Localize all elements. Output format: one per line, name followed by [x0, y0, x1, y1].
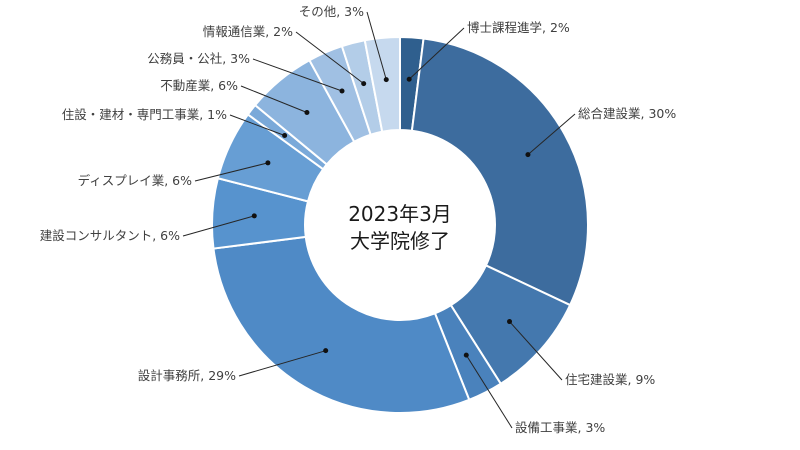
- slice-label: 不動産業, 6%: [160, 78, 238, 93]
- leader-line: [182, 215, 255, 237]
- slice-label: 公務員・公社, 3%: [147, 51, 250, 66]
- slice-labels: 博士課程進学, 2% 総合建設業, 30% 住宅建設業, 9% 設備工事業, 3% 設計…: [40, 4, 677, 435]
- donut-slice: [410, 37, 589, 307]
- slice-label: 博士課程進学, 2%: [467, 20, 570, 35]
- leader-dot: [361, 81, 367, 87]
- leader-line: [408, 27, 465, 80]
- slice-label: 住設・建材・専門工事業, 1%: [62, 107, 227, 122]
- slice-label: 住宅建設業, 9%: [565, 372, 655, 387]
- leader-dot: [339, 88, 345, 94]
- leader-line: [194, 162, 269, 182]
- leader-line: [238, 350, 326, 377]
- leader-dot: [265, 160, 271, 166]
- leader-line: [465, 354, 513, 429]
- donut-slice: [212, 235, 471, 414]
- slice-label: 設計事務所, 29%: [138, 368, 236, 383]
- leader-dot: [507, 319, 513, 325]
- leader-dot: [282, 133, 288, 139]
- slice-label: 総合建設業, 30%: [578, 106, 676, 121]
- slice-label: ディスプレイ業, 6%: [78, 173, 193, 188]
- slice-label: その他, 3%: [299, 4, 364, 19]
- leader-line: [229, 114, 285, 136]
- leader-line: [240, 85, 308, 113]
- leader-dot: [323, 348, 329, 354]
- leader-dot: [251, 213, 257, 219]
- leader-line: [366, 11, 387, 80]
- donut-slice: [363, 35, 401, 133]
- leader-line: [509, 321, 563, 381]
- leader-line: [527, 113, 576, 156]
- leader-dot: [304, 110, 310, 116]
- center-label-line-2: 大学院修了: [350, 229, 450, 253]
- slice-label: 情報通信業, 2%: [203, 24, 293, 39]
- leader-line: [295, 31, 364, 84]
- leader-dot: [383, 77, 389, 83]
- leader-dot: [525, 152, 531, 158]
- leader-dot: [406, 76, 412, 82]
- slice-label: 建設コンサルタント, 6%: [40, 228, 180, 243]
- leader-dot: [463, 352, 469, 358]
- slice-label: 設備工事業, 3%: [515, 420, 605, 435]
- center-label-line-1: 2023年3月: [348, 202, 452, 226]
- leader-line: [252, 58, 343, 92]
- donut-slices: [211, 35, 589, 414]
- leader-lines: [182, 11, 576, 429]
